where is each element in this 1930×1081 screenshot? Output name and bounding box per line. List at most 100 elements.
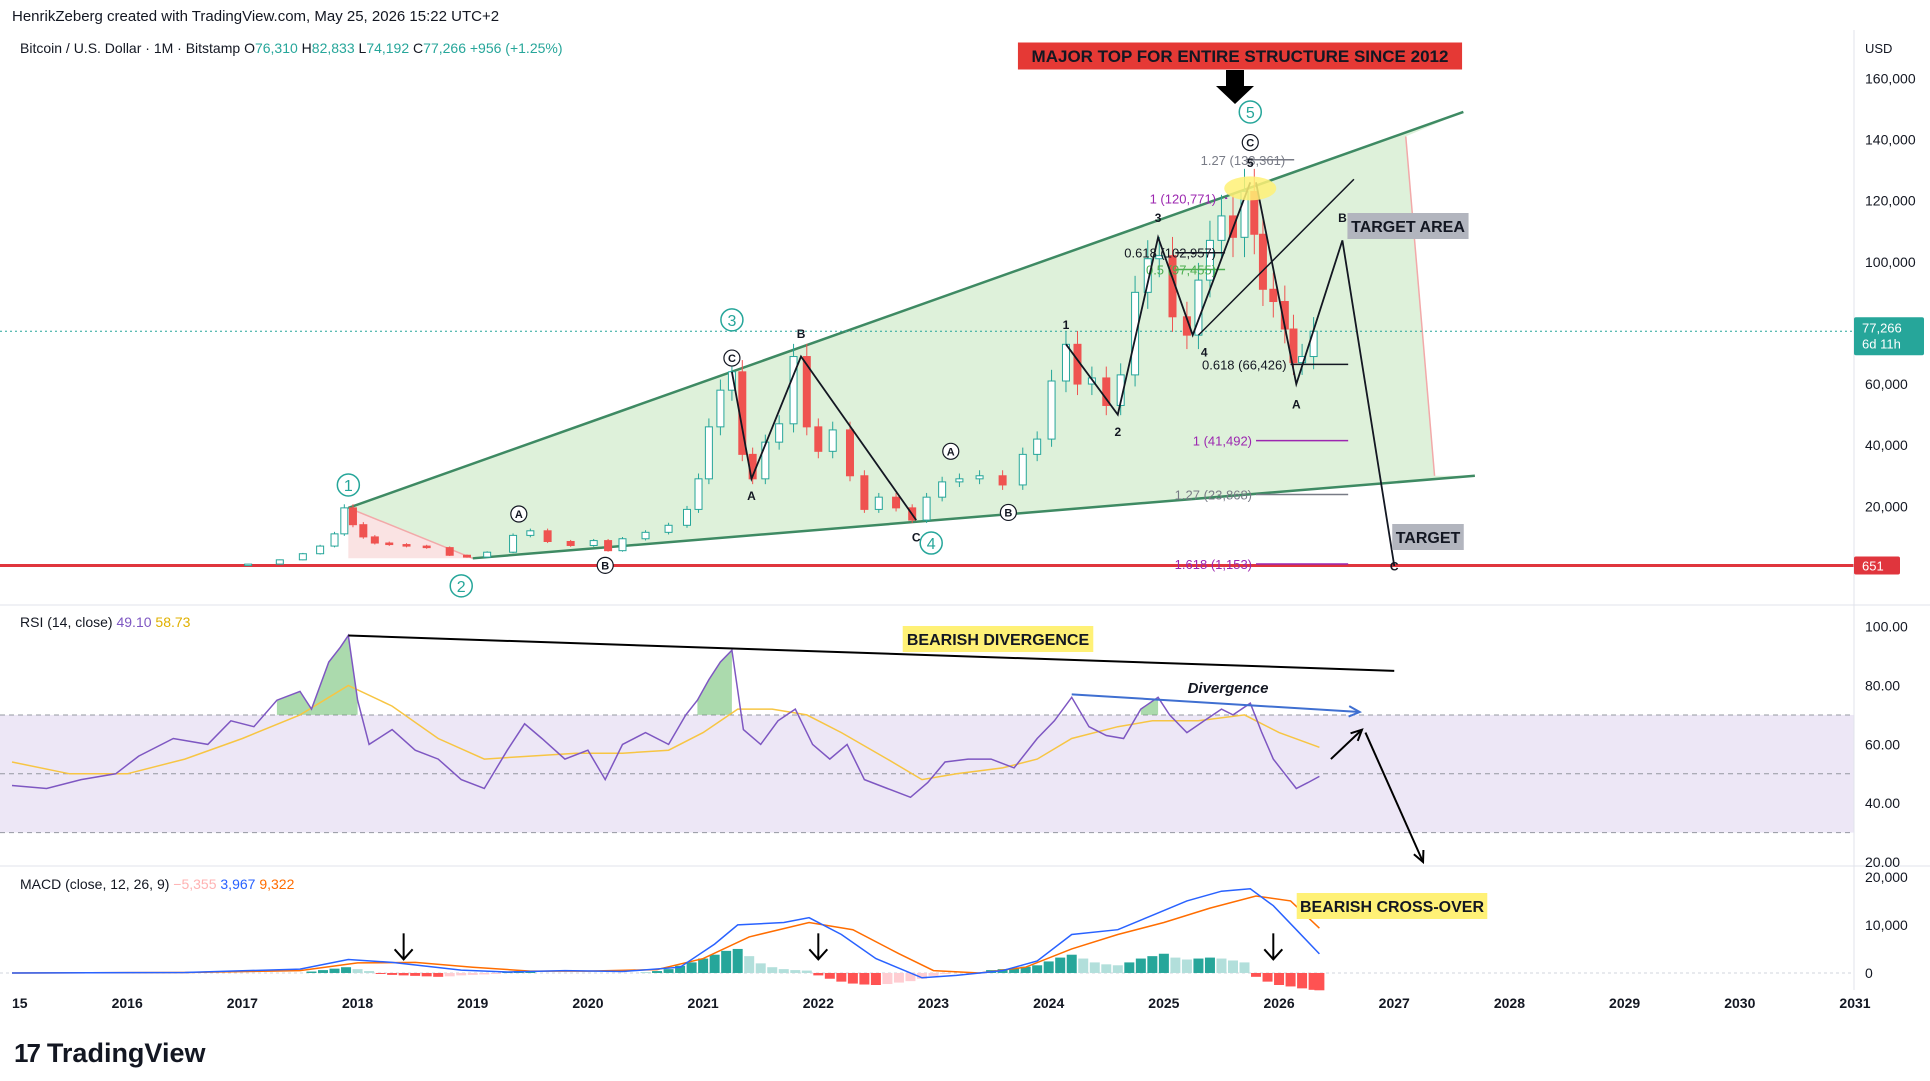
candle-body — [704, 426, 713, 480]
macd-hist-bar — [744, 956, 755, 973]
fib-level-label: 1.27 (23,868) — [1175, 488, 1252, 503]
macd-hist-bar — [916, 972, 927, 979]
rsi-drop-arrow-icon-head — [1413, 849, 1425, 865]
last-price-value: 77,266 — [1862, 320, 1902, 335]
wave-sub-label: 2 — [1114, 425, 1121, 439]
macd-hist-bar — [467, 972, 478, 975]
candle-body — [275, 559, 284, 565]
candle-body — [1289, 328, 1298, 364]
candle-body — [618, 538, 627, 552]
channel-right-edge — [1405, 136, 1436, 476]
price-tick-label: 160,000 — [1865, 70, 1916, 86]
macd-hist-bar — [398, 972, 409, 976]
wave-label: C — [728, 353, 736, 365]
wave-label: 1 — [344, 478, 353, 495]
bearish-crossover-label-text: BEARISH CROSS-OVER — [1300, 899, 1484, 916]
macd-hist-bar — [1043, 961, 1054, 973]
rsi-ma-line — [11, 684, 1320, 781]
macd-hist-bar — [698, 958, 709, 973]
time-tick-label: 2023 — [918, 995, 949, 1011]
wave-sub-label: C — [1390, 560, 1399, 574]
candle-body — [716, 389, 725, 428]
candle-body — [1102, 377, 1111, 406]
time-tick-label: 2020 — [572, 995, 603, 1011]
candle-body — [1061, 343, 1070, 382]
candle-body — [316, 545, 325, 555]
channel-fill — [348, 112, 1475, 559]
macd-hist-bar — [1020, 966, 1031, 973]
macd-hist-bar — [444, 972, 455, 977]
time-tick-label: 2031 — [1839, 995, 1870, 1011]
macd-hist-bar — [1158, 953, 1169, 973]
macd-hist-bar — [1239, 962, 1250, 973]
macd-hist-bar — [709, 954, 720, 973]
macd-hist-bar — [836, 972, 847, 982]
macd-hist-bar — [801, 970, 812, 973]
macd-hist-bar — [479, 972, 490, 975]
candle-body — [761, 441, 770, 480]
candle-body — [385, 542, 394, 546]
candle-body — [348, 507, 357, 526]
wave-label: C — [1246, 138, 1254, 150]
macd-hist-bar — [1227, 960, 1238, 973]
wave-2024-path — [1065, 181, 1252, 417]
rsi-overbought-fill — [276, 635, 358, 715]
last-price-tag — [1854, 317, 1924, 356]
candle-body — [860, 475, 869, 510]
macd-hist-bar — [870, 972, 881, 985]
wave-sub-label: A — [1292, 398, 1301, 412]
macd-hist-bar — [1124, 962, 1135, 973]
wave-circle — [596, 556, 614, 574]
macd-hist-bar — [1285, 972, 1296, 987]
annotations: MAJOR TOP FOR ENTIRE STRUCTURE SINCE 201… — [902, 42, 1488, 919]
wave-circle — [942, 442, 960, 460]
macd-hist-bar — [686, 962, 697, 973]
time-tick-label: 2025 — [1148, 995, 1179, 1011]
target-area-label-bg — [1347, 213, 1469, 239]
price-tick-label: 140,000 — [1865, 131, 1916, 147]
divergence-label: Divergence — [1188, 680, 1269, 697]
candle-body — [998, 475, 1007, 486]
wave-circle — [336, 473, 361, 497]
macd-hist-bar — [341, 967, 352, 973]
wave-sub-label: 3 — [1155, 211, 1162, 225]
tradingview-logo[interactable]: 17 TradingView — [14, 1038, 205, 1069]
macd-hist-bar — [1170, 957, 1181, 973]
candle-body — [874, 496, 883, 510]
wave-circle — [1238, 100, 1263, 124]
candle-body — [1033, 438, 1042, 455]
macd-hist-bar — [940, 972, 951, 974]
major-top-label-bg — [1017, 42, 1463, 70]
wave-label: 5 — [1246, 105, 1255, 122]
price-pane: 1.27 (133,361) 1 (120,771) 0.618 (102,957)… — [0, 40, 1854, 598]
macd-hist-bar — [640, 972, 651, 974]
candle-body — [483, 551, 492, 558]
target-label: TARGET — [1392, 524, 1464, 550]
candle-body — [1298, 356, 1307, 364]
macd-hist-bar — [813, 972, 824, 976]
candle-body — [1269, 288, 1278, 303]
wave-circle — [723, 349, 741, 367]
candle-body — [938, 481, 947, 498]
cross-arrow-head — [393, 948, 414, 961]
macd-hist-bar — [1193, 958, 1204, 973]
rsi-overbought-fill — [1140, 697, 1159, 715]
candle-body — [845, 429, 854, 477]
chart-attribution: HenrikZeberg created with TradingView.co… — [12, 8, 500, 25]
major-top-arrow-icon — [1216, 70, 1254, 104]
macd-hist-bar — [905, 972, 916, 982]
candle-body — [828, 429, 837, 452]
rsi-tick-label: 100.00 — [1865, 619, 1908, 635]
currency-label: USD — [1865, 41, 1892, 56]
channel-upper-line — [347, 110, 1464, 510]
macd-tick-label: 20,000 — [1865, 869, 1908, 885]
rsi-bounce-arrow-icon-head — [1350, 728, 1364, 742]
macd-hist-bar — [329, 968, 340, 973]
candle-body — [509, 534, 518, 553]
candle-body — [955, 478, 964, 483]
candle-body — [1143, 258, 1152, 293]
candle-body — [975, 475, 984, 480]
tradingview-wordmark: TradingView — [46, 1038, 206, 1068]
macd-hist-bar — [847, 972, 858, 984]
